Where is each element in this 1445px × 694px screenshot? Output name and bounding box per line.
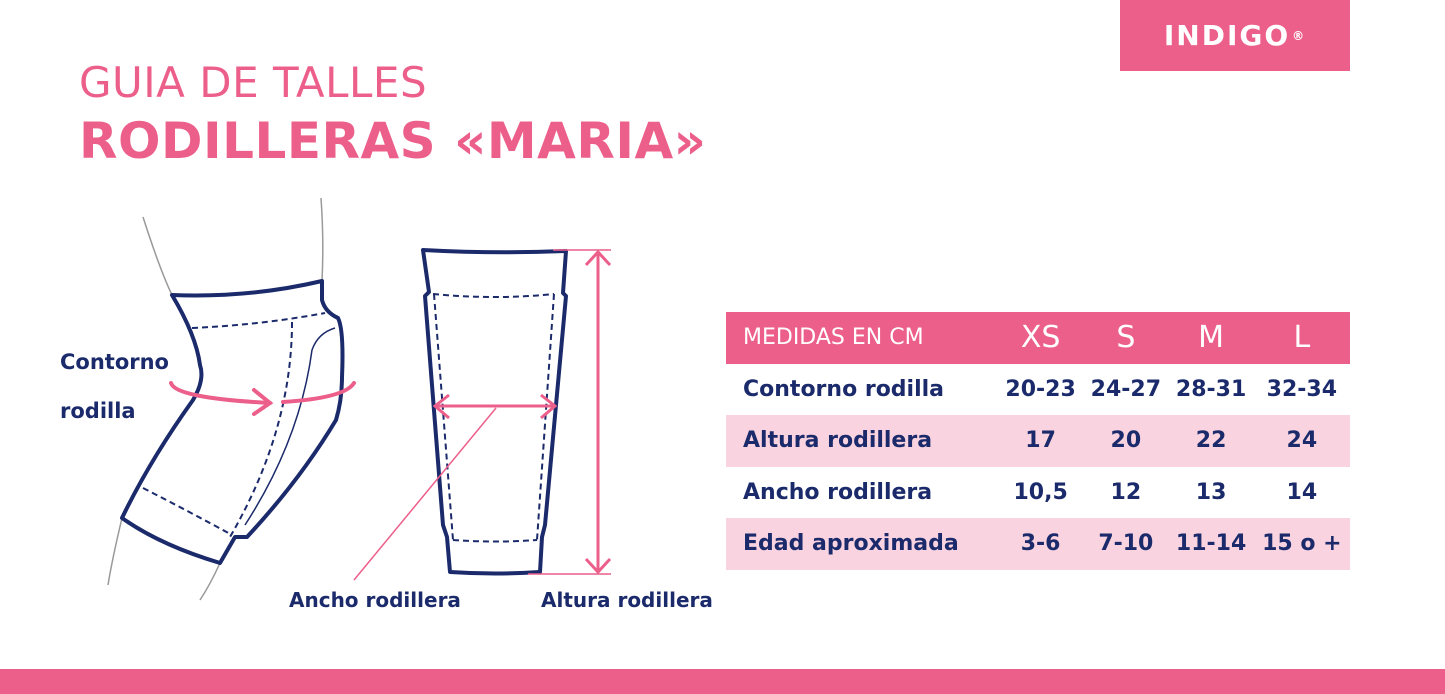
leg-outline xyxy=(107,197,324,601)
row-label: Edad aproximada xyxy=(726,518,998,570)
table-row: Altura rodillera 17 20 22 24 xyxy=(726,415,1350,467)
cell: 14 xyxy=(1286,479,1318,505)
table-header: MEDIDAS EN CM XS S M L xyxy=(726,312,1350,364)
logo-text: INDIGO xyxy=(1163,19,1291,52)
cell: 20-23 xyxy=(1005,376,1076,402)
contour-label-1: Contorno xyxy=(60,350,169,374)
front-stitching xyxy=(432,293,555,543)
title-line-1: GUIA DE TALLES xyxy=(79,58,428,107)
table-row: Contorno rodilla 20-23 24-27 28-31 32-34 xyxy=(726,364,1350,416)
size-table: MEDIDAS EN CM XS S M L Contorno rodilla … xyxy=(726,312,1350,570)
header-m: M xyxy=(1168,312,1254,364)
title-line-2: RODILLERAS «MARIA» xyxy=(79,112,707,170)
knee-pad-stitching xyxy=(142,312,326,538)
height-arrow xyxy=(528,249,612,575)
height-label: Altura rodillera xyxy=(541,588,713,612)
table-row: Edad aproximada 3-6 7-10 11-14 15 o + xyxy=(726,518,1350,570)
table-row: Ancho rodillera 10,5 12 13 14 xyxy=(726,467,1350,519)
cell: 28-31 xyxy=(1175,376,1247,402)
header-s: S xyxy=(1083,312,1169,364)
cell: 7-10 xyxy=(1083,518,1169,570)
cell: 3-6 xyxy=(998,518,1084,570)
cell: 10,5 xyxy=(1013,479,1068,505)
cell: 22 xyxy=(1168,415,1254,467)
knee-pad-side-view xyxy=(120,279,345,565)
registered-mark: ® xyxy=(1292,28,1307,43)
cell: 11-14 xyxy=(1168,518,1254,570)
cell: 15 o + xyxy=(1253,518,1350,570)
row-label: Ancho rodillera xyxy=(743,479,933,505)
header-xs: XS xyxy=(998,312,1084,364)
header-l: L xyxy=(1253,312,1350,364)
cell: 24 xyxy=(1253,415,1350,467)
knee-pad-crease xyxy=(244,327,336,526)
bottom-bar xyxy=(0,669,1445,694)
cell: 24-27 xyxy=(1090,376,1162,402)
cell: 20 xyxy=(1083,415,1169,467)
cell: 32-34 xyxy=(1266,376,1338,402)
row-label: Contorno rodilla xyxy=(743,376,945,402)
cell: 17 xyxy=(998,415,1084,467)
width-arrow xyxy=(353,393,558,581)
contour-label-2: rodilla xyxy=(60,399,136,423)
header-measures: MEDIDAS EN CM xyxy=(726,312,998,364)
contour-arrow xyxy=(169,381,356,416)
cell: 12 xyxy=(1110,479,1142,505)
cell: 13 xyxy=(1195,479,1227,505)
knee-pad-front-view xyxy=(421,248,568,576)
width-label: Ancho rodillera xyxy=(289,588,461,612)
brand-logo: INDIGO ® xyxy=(1120,0,1350,71)
row-label: Altura rodillera xyxy=(726,415,998,467)
